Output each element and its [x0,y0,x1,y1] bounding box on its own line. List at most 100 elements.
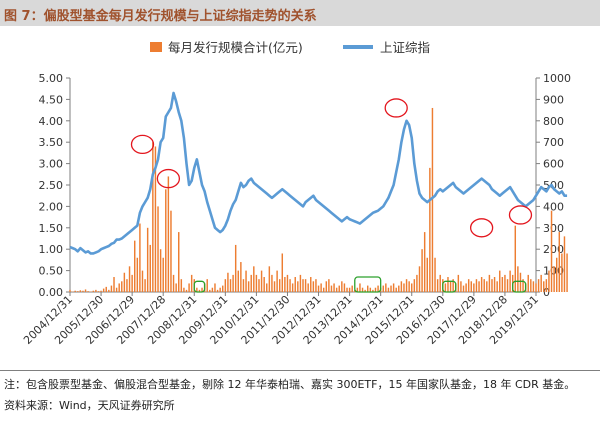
green-box-marker [512,280,527,293]
bar [209,289,211,292]
bar [312,281,315,292]
bar [506,279,509,292]
bar [206,279,208,292]
bar [555,257,558,292]
bar [126,279,128,292]
bar [92,290,95,292]
bar [198,289,201,292]
bar [480,277,483,292]
bar [201,287,203,292]
bar [250,274,252,292]
bar [136,257,139,292]
bar [335,287,338,292]
right-tick-label: 1000 [543,72,571,85]
bar [146,227,149,292]
bar [504,274,506,292]
bar [470,281,472,292]
red-circle-marker [156,168,181,189]
bar [113,277,115,292]
bar [418,266,421,292]
bar [234,244,237,292]
bar [385,283,387,292]
left-tick-label: 4.50 [39,93,64,106]
bar [416,274,418,292]
bar [183,287,185,292]
bar [374,287,377,292]
right-tick-label: 300 [543,222,564,235]
bar [537,279,540,292]
bar [281,253,284,292]
bar [100,290,102,292]
bar [566,253,568,292]
figure-title: 图 7：偏股型基金每月发行规模与上证综指走势的关系 [4,9,317,24]
bar [302,279,304,292]
bar [361,287,364,292]
bar [522,279,524,292]
bar [216,289,219,292]
bar [240,262,242,292]
bar [77,291,79,292]
data-source: 资料来源：Wind，天风证券研究所 [4,399,175,412]
bar [196,287,198,292]
bar [449,281,452,292]
bar [434,257,436,292]
bar [527,274,529,292]
bar [165,189,167,292]
red-circle-marker [508,205,533,225]
bar [328,279,330,292]
footnote: 注：包含股票型基金、偏股混合型基金，剔除 12 年华泰柏瑞、嘉实 300ETF，… [4,378,576,391]
left-tick-label: 1.00 [39,243,64,256]
bar [118,283,120,292]
bar [486,281,488,292]
bar [128,266,131,292]
bar [232,274,234,292]
bar [403,283,405,292]
bar [108,289,110,292]
bar [95,289,97,292]
bar [310,277,312,292]
bar [390,285,392,292]
bar [338,285,340,292]
left-tick-label: 2.50 [39,179,64,192]
bar [175,283,177,292]
bar [266,283,268,292]
bar [558,232,561,292]
bar [359,283,361,292]
bar [553,266,555,292]
bar [141,270,144,292]
bar [405,279,408,292]
bar [190,274,193,292]
bar [123,272,126,292]
bar [276,270,278,292]
bar [307,283,309,292]
bar [447,277,449,292]
red-circle-marker [130,134,155,154]
bar [356,287,359,292]
bar [79,290,82,292]
bar [325,281,328,292]
legend: 每月发行规模合计(亿元) 上证综指 [150,40,430,55]
bar [535,283,537,292]
bar [260,270,263,292]
bar [423,232,426,292]
bar [540,274,542,292]
bar [387,287,390,292]
bar [273,281,276,292]
bar [284,277,286,292]
bar [74,290,76,292]
axes: 0.00 0.50 1.00 1.50 2.00 2.50 3.00 3.50 4.00 4.50… [21,72,571,347]
left-tick-label: 5.00 [39,72,64,85]
bar [457,274,460,292]
left-tick-label: 3.00 [39,158,64,171]
bar [509,270,511,292]
bar [144,279,146,292]
red-circle-marker [469,218,494,238]
bar [159,249,162,292]
bar [322,287,325,292]
bar [219,287,221,292]
bar [317,285,320,292]
bar [364,289,366,292]
left-tick-label: 0.50 [39,265,64,278]
green-box-marker [442,280,457,293]
